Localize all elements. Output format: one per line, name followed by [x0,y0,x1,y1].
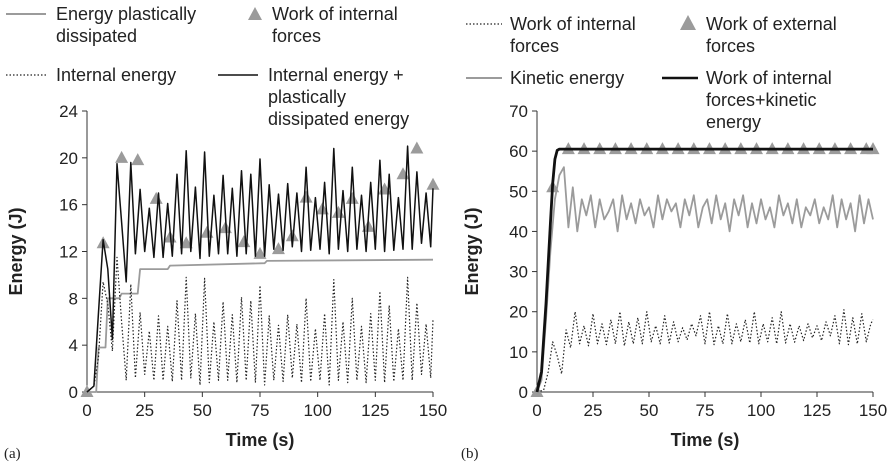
y-tick-label-b: 10 [509,343,528,362]
legend-a-sum-label: Internal energy + plastically dissipated e… [268,65,409,129]
x-tick-label-a: 150 [419,401,447,420]
data-point-marker [299,190,313,203]
y-tick-label-b: 0 [519,383,528,402]
y-tick-label-a: 8 [69,289,78,308]
legend-b-sum-label: Work of internal forces+kinetic energy [706,68,832,132]
y-tick-label-b: 50 [509,182,528,201]
panel-a-legend: Energy plastically dissipated Work of int… [6,4,409,129]
data-point-marker [253,246,267,259]
data-point-marker [271,242,285,255]
x-tick-label-b: 0 [532,401,541,420]
y-tick-label-a: 24 [59,102,78,121]
y-tick-label-b: 60 [509,142,528,161]
panel-a: Energy plastically dissipated Work of int… [4,4,447,462]
y-axis-title-a: Energy (J) [6,207,26,295]
legend-a-plastic-label: Energy plastically dissipated [56,4,196,46]
data-point-marker [115,150,129,163]
legend-b-marker-swatch [680,15,696,30]
panel-b-label: (b) [461,446,479,462]
y-tick-label-a: 12 [59,243,78,262]
y-tick-label-b: 30 [509,263,528,282]
data-point-marker [345,191,359,204]
x-tick-label-b: 150 [859,401,887,420]
data-point-marker [396,167,410,180]
panel-b-plot: 0 10 20 30 40 50 60 70 0 25 50 75 100 125 150 Time (s) E… [462,102,887,450]
y-axis-title-b: Energy (J) [462,207,482,295]
legend-b-external-label: Work of external forces [706,14,837,56]
panel-b: Work of internal forces Work of external f… [461,14,887,462]
y-tick-label-a: 20 [59,149,78,168]
series-a-0-line [87,258,434,393]
data-point-marker [80,385,94,397]
y-tick-label-a: 4 [69,336,78,355]
legend-b-internal-label: Work of internal forces [510,14,636,56]
x-tick-label-a: 25 [135,401,154,420]
data-point-marker [285,229,299,242]
panel-a-label: (a) [4,446,21,462]
series-b-0-line [536,309,874,393]
x-tick-label-a: 125 [361,401,389,420]
series-b-2-line [536,166,874,393]
data-point-marker [426,177,440,190]
panel-b-legend: Work of internal forces Work of external f… [466,14,837,132]
series-b-3-line [535,147,873,393]
data-point-marker [237,235,251,248]
x-tick-label-b: 50 [640,401,659,420]
y-tick-label-b: 40 [509,222,528,241]
y-tick-label-b: 70 [509,102,528,121]
x-axis-title-b: Time (s) [671,430,740,450]
x-tick-label-a: 0 [82,401,91,420]
y-tick-label-b: 20 [509,303,528,322]
data-point-marker [179,236,193,249]
legend-a-marker-swatch [248,7,262,20]
y-tick-label-a: 0 [69,383,78,402]
legend-a-internal-label: Internal energy [56,65,176,85]
y-tick-label-a: 16 [59,196,78,215]
x-tick-label-b: 100 [747,401,775,420]
series-a-2-line [86,256,434,393]
panel-a-plot: 0 4 8 12 16 20 24 0 25 50 75 100 125 150 Time (s) Energ… [6,102,447,450]
x-tick-label-a: 50 [193,401,212,420]
series-b-1-markers [530,142,880,397]
x-tick-label-b: 125 [803,401,831,420]
legend-b-kinetic-label: Kinetic energy [510,68,624,88]
x-tick-label-b: 75 [696,401,715,420]
data-point-marker [149,191,163,204]
x-tick-label-b: 25 [584,401,603,420]
data-point-marker [410,141,424,154]
x-tick-label-a: 75 [251,401,270,420]
x-axis-title-a: Time (s) [226,430,295,450]
series-a-3-line [86,145,434,393]
legend-a-work-label: Work of internal forces [272,4,398,46]
x-tick-label-a: 100 [303,401,331,420]
data-point-marker [331,205,345,218]
data-point-marker [131,153,145,166]
